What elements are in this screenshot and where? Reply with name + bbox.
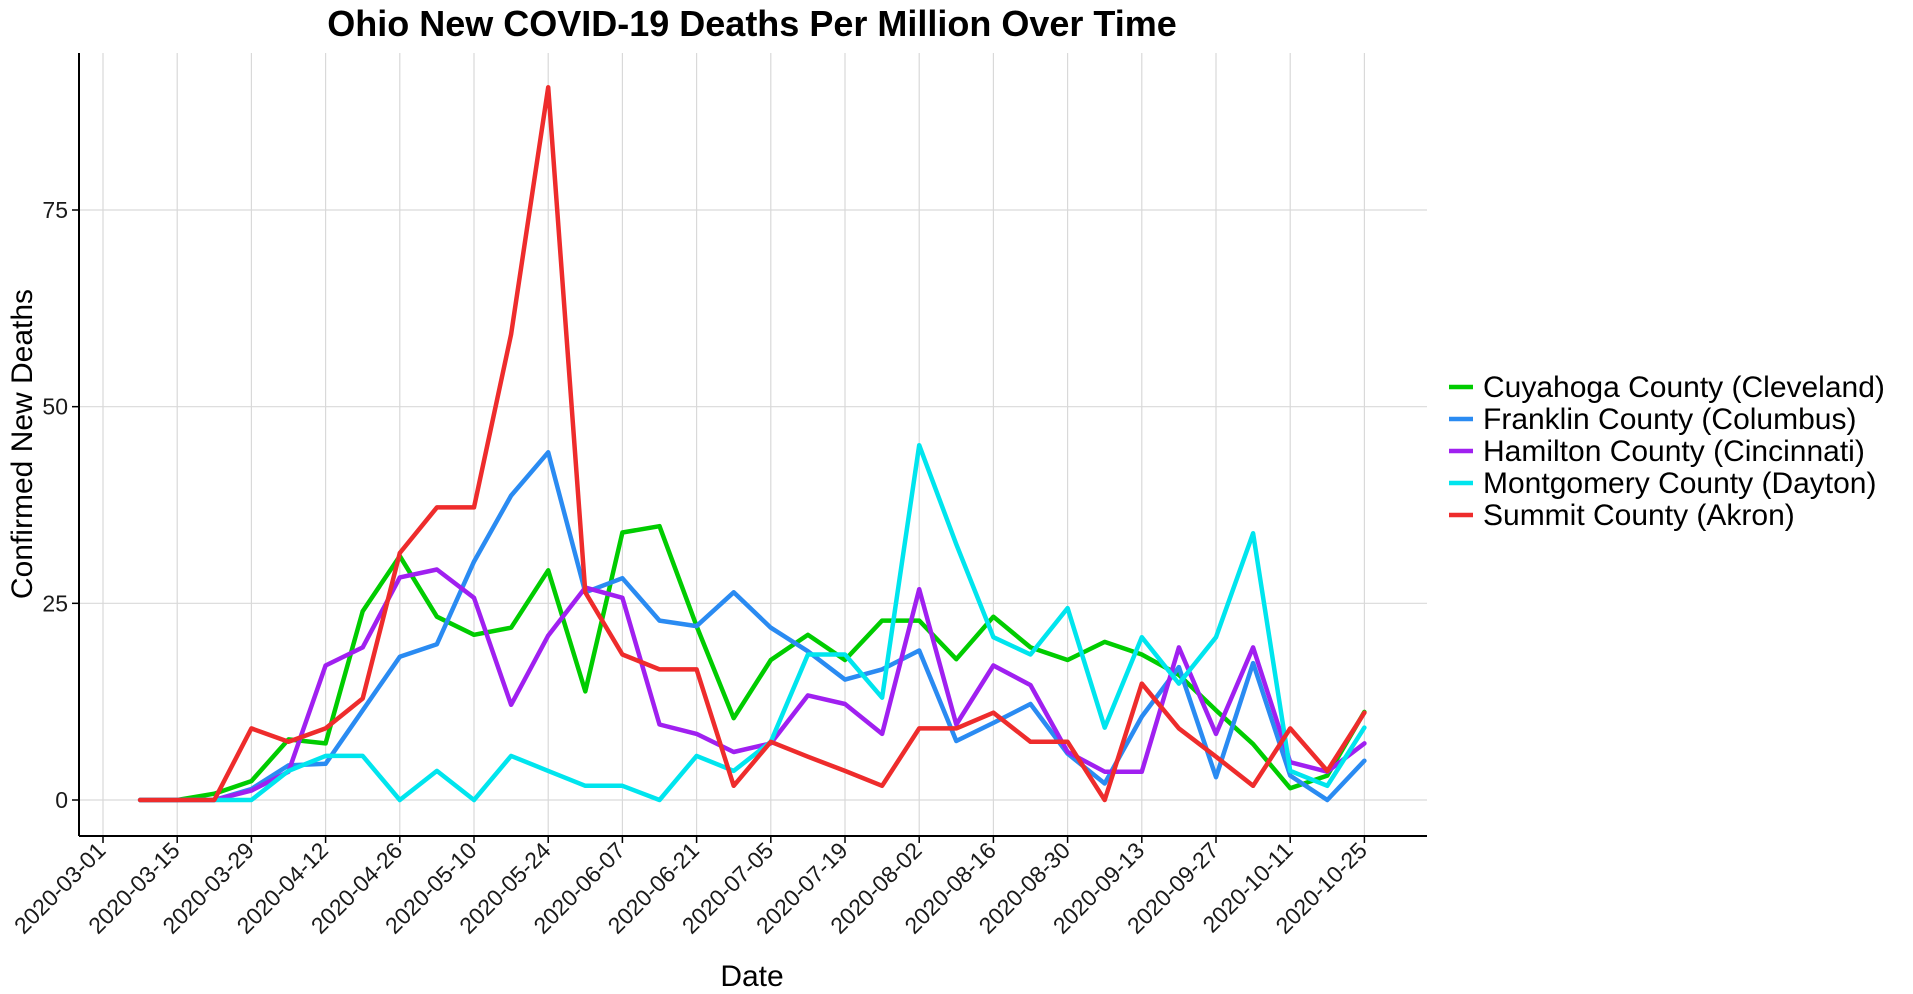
series-line-0 — [137, 523, 1367, 803]
series-line-2 — [137, 567, 1367, 803]
legend: Cuyahoga County (Cleveland)Franklin Coun… — [1449, 371, 1885, 532]
y-tick-label: 75 — [42, 197, 68, 223]
legend-label-4: Summit County (Akron) — [1483, 499, 1795, 532]
series-line-4 — [137, 85, 1367, 803]
y-axis-title: Confirmed New Deaths — [6, 289, 39, 599]
legend-label-2: Hamilton County (Cincinnati) — [1483, 435, 1865, 468]
grid — [79, 53, 1427, 836]
legend-label-3: Montgomery County (Dayton) — [1483, 467, 1877, 500]
y-tick-label: 0 — [55, 787, 68, 813]
y-ticks: 0 25 50 75 — [42, 197, 79, 813]
chart-title: Ohio New COVID-19 Deaths Per Million Ove… — [327, 3, 1177, 44]
series-line-3 — [137, 442, 1367, 803]
series-line-1 — [137, 450, 1367, 803]
legend-label-0: Cuyahoga County (Cleveland) — [1483, 371, 1885, 404]
axes — [78, 53, 1427, 837]
series-lines — [137, 85, 1367, 803]
legend-label-1: Franklin County (Columbus) — [1483, 403, 1856, 436]
x-axis-title: Date — [720, 960, 783, 993]
y-tick-label: 25 — [42, 590, 68, 616]
y-tick-label: 50 — [42, 394, 68, 420]
x-ticks: 2020-03-012020-03-152020-03-292020-04-12… — [9, 836, 1372, 939]
